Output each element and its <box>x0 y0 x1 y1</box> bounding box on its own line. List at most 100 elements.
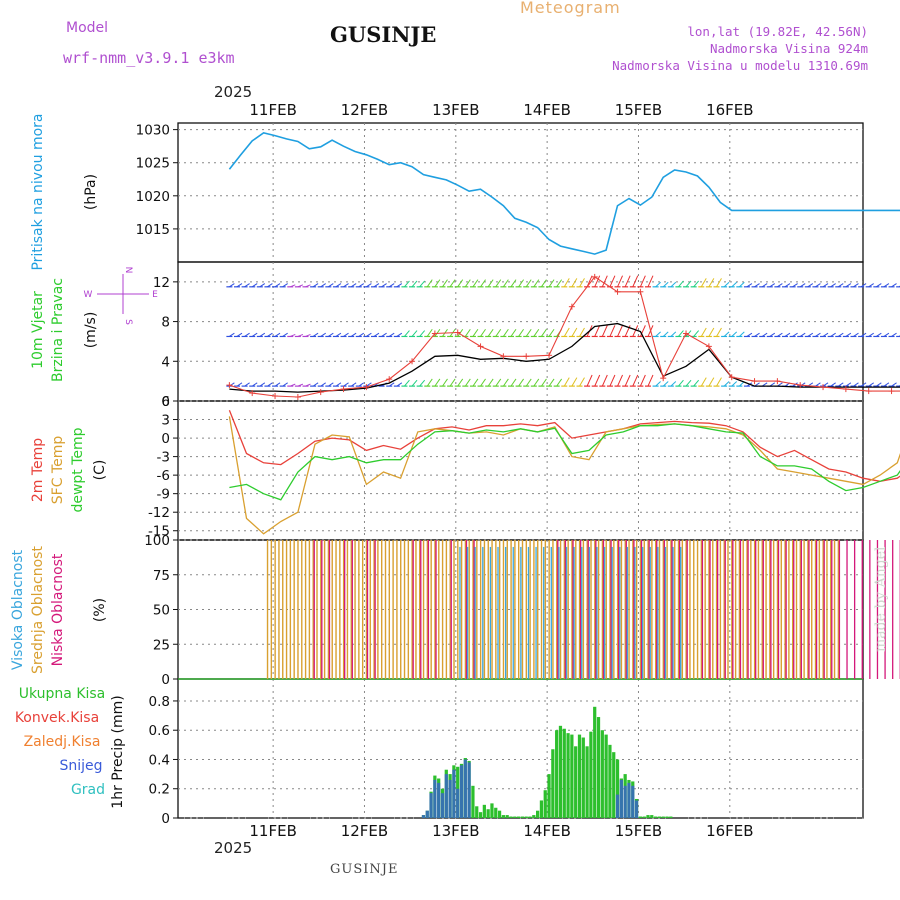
cloud-mid-bar <box>563 540 566 679</box>
cloud-mid-bar <box>491 540 493 679</box>
cloud-high-bar <box>489 546 492 679</box>
wind-barb <box>609 325 616 337</box>
ytick-label-0: 1030 <box>136 123 170 139</box>
precip-snow-bar <box>467 762 471 818</box>
cloud-high-bar <box>581 546 583 679</box>
wind-barb <box>457 279 464 288</box>
ytick-label-2: -6 <box>157 468 170 484</box>
cloud-mid-bar <box>445 540 448 679</box>
precip-snow-bar <box>421 815 426 818</box>
cloud-mid-bar <box>483 540 486 679</box>
wind-barb <box>541 378 547 387</box>
precip-total-bar <box>562 728 566 818</box>
wind-barb <box>678 280 684 288</box>
cloud-high-bar <box>550 546 552 679</box>
precip-total-bar <box>642 816 646 818</box>
cloud-high-bar <box>588 546 590 679</box>
cloud-mid-bar <box>776 540 779 679</box>
precip-total-bar <box>596 717 601 818</box>
cloud-mid-bar <box>533 540 535 679</box>
cloud-mid-bar <box>666 540 668 679</box>
cloud-low-bar <box>800 540 803 679</box>
wind-barb <box>533 279 540 288</box>
precip-total-bar <box>486 809 490 818</box>
cloud-mid-bar <box>266 540 269 679</box>
cloud-mid-bar <box>320 540 322 679</box>
precip-legend-item: Snijeg <box>59 758 102 774</box>
cloud-low-bar <box>876 540 879 679</box>
cloud-mid-bar <box>639 540 642 679</box>
cloud-low-bar <box>823 540 825 679</box>
wind-barb <box>472 328 479 337</box>
wind-barb <box>548 279 555 288</box>
cloud-mid-bar <box>567 540 569 679</box>
cloud-low-bar <box>420 540 422 679</box>
cloud-low-bar <box>701 540 704 679</box>
wind-barb <box>617 374 623 387</box>
cloud-mid-bar <box>769 540 771 679</box>
cloud-mid-bar <box>304 540 307 679</box>
model-label: Model <box>66 20 109 36</box>
cloud-mid-bar <box>278 540 280 679</box>
cloud-mid-bar <box>799 540 802 679</box>
wind-barb <box>525 378 532 387</box>
precip-unit-label: 1hr Precip (mm) <box>110 695 126 808</box>
cloud-high-bar <box>520 546 522 679</box>
cloud-high-bar <box>672 546 674 679</box>
cloud-mid-bar <box>826 540 828 679</box>
cloud-low-bar <box>435 540 437 679</box>
wind-side-label-1: 10m Vjetar <box>30 291 46 369</box>
wind-barb <box>662 331 669 337</box>
wind-barb <box>685 280 692 288</box>
wind-barb <box>571 327 578 337</box>
cloud-mid-bar <box>719 540 722 679</box>
precip-total-bar <box>528 816 532 818</box>
wind-barb <box>655 331 661 337</box>
wind-barb <box>404 330 410 337</box>
wind-barb <box>434 378 441 387</box>
cloud-mid-bar <box>696 540 699 679</box>
wind-side-label-2: Brzina i Pravac <box>50 278 66 382</box>
cloud-low-bar <box>770 540 772 679</box>
cloud-high-bar <box>603 546 606 679</box>
wind-barb <box>723 381 730 387</box>
wind-barb <box>426 328 433 337</box>
wind-barb <box>693 330 700 337</box>
cloud-mid-bar <box>830 540 832 679</box>
wind-barb <box>404 379 410 387</box>
precip-total-bar <box>600 730 604 818</box>
wind-barb <box>639 374 646 387</box>
cloud-low-bar <box>762 540 764 679</box>
wind-barb <box>480 279 486 288</box>
cloud-mid-bar <box>464 540 467 679</box>
wind-barb <box>563 327 570 337</box>
cloud-mid-bar <box>377 540 379 679</box>
precip-total-bar <box>524 816 528 818</box>
cloud-high-bar <box>664 546 667 679</box>
cloud-mid-bar <box>392 540 394 679</box>
cloud-low-bar <box>853 540 856 679</box>
wind-barb <box>678 330 684 337</box>
precip-total-bar <box>608 744 612 818</box>
cloud-mid-bar <box>582 540 585 679</box>
wind-barb <box>571 278 578 288</box>
wind-barb <box>525 328 532 337</box>
ytick-label-4: 0.4 <box>149 752 170 768</box>
wind-barb <box>579 327 585 337</box>
cloud-high-bar <box>657 546 659 679</box>
precip-total-bar <box>509 816 513 818</box>
top-day-label: 14FEB <box>523 101 570 119</box>
cloud-low-bar <box>869 540 871 679</box>
precip-snow-bar <box>631 785 635 818</box>
ytick-label-1: 4 <box>161 354 170 370</box>
cloud-mid-bar <box>411 540 413 679</box>
precip-total-bar <box>653 816 658 818</box>
cloud-mid-bar <box>548 540 550 679</box>
cloud-mid-bar <box>571 540 573 679</box>
cloud-mid-bar <box>822 540 824 679</box>
precip-snow-bar <box>463 759 467 818</box>
top-day-label: 16FEB <box>706 101 753 119</box>
compass-s: S <box>123 319 133 325</box>
precip-total-bar <box>589 731 593 818</box>
precip-snow-bar <box>634 800 639 818</box>
